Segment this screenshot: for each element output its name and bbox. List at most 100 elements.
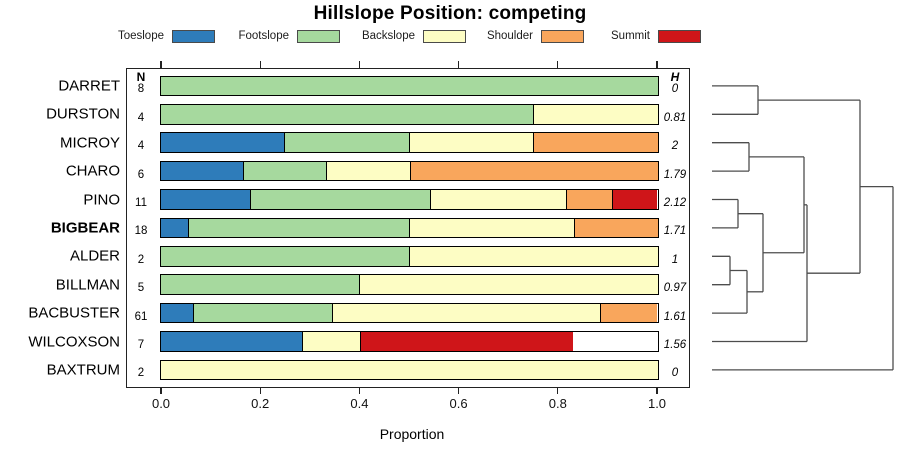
bar-segment-footslope xyxy=(251,190,432,209)
bar-segment-summit xyxy=(360,332,573,351)
bar-segment-footslope xyxy=(160,76,658,96)
bar-segment-toeslope xyxy=(160,332,303,351)
n-value: 61 xyxy=(134,310,148,323)
n-value: 4 xyxy=(137,140,145,153)
n-value: 8 xyxy=(137,83,145,96)
bar-row-pino xyxy=(159,189,659,210)
bar-segment-summit xyxy=(612,190,658,209)
bar-segment-backslope xyxy=(409,246,658,266)
bar-segment-shoulder xyxy=(575,218,658,238)
axis-tick-bottom xyxy=(160,387,162,394)
bar-row-charo xyxy=(159,160,659,182)
h-value: 0 xyxy=(671,367,679,380)
h-value: 0.97 xyxy=(663,282,687,295)
bar-segment-backslope xyxy=(327,161,411,181)
axis-tick-top xyxy=(458,61,460,68)
bar-segment-backslope xyxy=(332,303,601,323)
row-label-darret: DARRET xyxy=(58,77,120,95)
axis-tick-top xyxy=(259,61,261,68)
bar-segment-backslope xyxy=(359,275,658,295)
legend-label-backslope: Backslope xyxy=(361,30,415,42)
h-value: 1 xyxy=(671,253,679,266)
bar-segment-footslope xyxy=(160,275,360,295)
n-value: 2 xyxy=(137,367,145,380)
row-label-pino: PINO xyxy=(83,191,120,208)
axis-tick-top xyxy=(557,61,559,68)
bar-row-bacbuster xyxy=(159,302,659,324)
h-value: 1.79 xyxy=(663,168,687,181)
bar-segment-footslope xyxy=(160,104,534,124)
axis-tick-bottom xyxy=(259,387,261,394)
bar-segment-backslope xyxy=(409,133,534,153)
bar-row-darret xyxy=(159,75,659,97)
axis-tick-bottom xyxy=(358,387,360,394)
n-value: 11 xyxy=(135,197,147,209)
h-value: 1.56 xyxy=(663,339,687,351)
bar-segment-toeslope xyxy=(160,218,189,238)
chart-title: Hillslope Position: competing xyxy=(313,3,587,24)
bar-segment-shoulder xyxy=(410,161,658,181)
axis-tick-label: 0.0 xyxy=(151,396,171,411)
bar-segment-footslope xyxy=(285,133,410,153)
axis-tick-label: 0.8 xyxy=(548,396,567,411)
bar-segment-toeslope xyxy=(160,303,194,323)
legend-label-shoulder: Shoulder xyxy=(486,30,533,42)
bar-row-durston xyxy=(159,103,659,125)
x-axis-label: Proportion xyxy=(379,426,445,442)
n-value: 2 xyxy=(137,253,145,266)
n-value: 4 xyxy=(137,111,145,124)
axis-tick-label: 0.6 xyxy=(449,396,468,411)
row-label-alder: ALDER xyxy=(69,247,120,265)
row-label-durston: DURSTON xyxy=(46,105,120,123)
bar-row-microy xyxy=(159,132,659,154)
n-column-header: N xyxy=(136,69,146,84)
row-label-billman: BILLMAN xyxy=(55,276,120,294)
row-label-bigbear: BIGBEAR xyxy=(50,219,120,237)
legend-label-summit: Summit xyxy=(611,30,650,42)
bar-segment-footslope xyxy=(243,161,328,181)
row-label-bacbuster: BACBUSTER xyxy=(28,304,120,322)
axis-tick-label: 0.2 xyxy=(251,396,270,411)
row-label-wilcoxson: WILCOXSON xyxy=(28,333,120,350)
row-label-baxtrum: BAXTRUM xyxy=(46,361,120,379)
bar-segment-backslope xyxy=(302,332,361,351)
bar-segment-shoulder xyxy=(600,303,658,323)
bar-segment-toeslope xyxy=(160,133,285,153)
plot-frame xyxy=(126,67,690,388)
axis-tick-label: 1.0 xyxy=(647,396,667,411)
bar-row-billman xyxy=(159,274,659,296)
h-value: 1.61 xyxy=(663,310,687,323)
bar-segment-footslope xyxy=(193,303,333,323)
n-value: 5 xyxy=(137,282,145,295)
bar-segment-footslope xyxy=(160,246,410,266)
bar-segment-backslope xyxy=(533,104,658,124)
bar-row-wilcoxson xyxy=(159,331,659,352)
legend-label-toeslope: Toeslope xyxy=(117,30,164,42)
bar-row-baxtrum xyxy=(159,359,659,381)
h-value: 0.81 xyxy=(663,111,687,124)
bar-segment-backslope xyxy=(160,360,658,380)
bar-segment-footslope xyxy=(188,218,410,238)
bar-segment-toeslope xyxy=(160,161,244,181)
legend-swatch-footslope xyxy=(297,29,340,43)
axis-tick-bottom xyxy=(656,387,658,394)
row-label-microy: MICROY xyxy=(60,134,120,152)
axis-tick-top xyxy=(656,61,658,68)
legend-label-footslope: Footslope xyxy=(238,30,289,42)
h-value: 2.12 xyxy=(663,197,687,209)
axis-tick-label: 0.4 xyxy=(350,396,369,411)
bar-row-alder xyxy=(159,245,659,267)
n-value: 18 xyxy=(134,225,148,238)
axis-tick-bottom xyxy=(557,387,559,394)
bar-segment-toeslope xyxy=(160,190,252,209)
h-column-header: H xyxy=(670,69,680,84)
row-label-charo: CHARO xyxy=(65,162,120,180)
n-value: 7 xyxy=(137,339,145,351)
bar-segment-shoulder xyxy=(566,190,613,209)
axis-tick-top xyxy=(160,61,162,68)
h-value: 2 xyxy=(671,140,679,153)
axis-tick-top xyxy=(358,61,360,68)
bar-segment-backslope xyxy=(409,218,576,238)
bar-row-bigbear xyxy=(159,217,659,239)
